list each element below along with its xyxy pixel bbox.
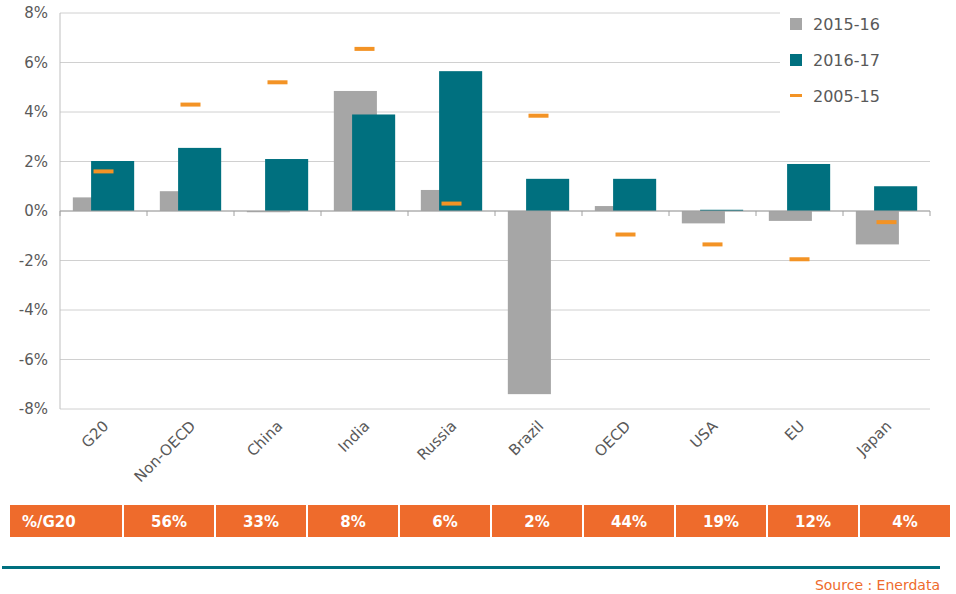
x-tick-label: China: [243, 417, 286, 460]
table-cell: [860, 505, 950, 537]
table-value: 6%: [432, 513, 457, 531]
y-tick-label: -4%: [19, 301, 48, 319]
x-tick: [495, 211, 496, 216]
x-tick: [669, 211, 670, 216]
x-tick: [321, 211, 322, 216]
bar: [613, 179, 656, 211]
bar: [91, 161, 134, 211]
x-tick-label: OECD: [591, 417, 634, 460]
table-cell: [584, 505, 674, 537]
x-tick-label: Japan: [852, 417, 895, 460]
table-cell: [124, 505, 214, 537]
x-tick-label: Non-OECD: [131, 417, 200, 486]
y-tick-label: -2%: [19, 252, 48, 270]
legend-swatch: [790, 18, 802, 30]
bar: [769, 211, 812, 221]
bar: [682, 211, 725, 223]
table-cell: [400, 505, 490, 537]
x-tick: [147, 211, 148, 216]
marker: [442, 202, 462, 206]
y-tick-label: 6%: [24, 54, 48, 72]
table-cell: [768, 505, 858, 537]
bar: [265, 159, 308, 211]
x-tick-label: G20: [78, 417, 112, 451]
y-tick-label: 2%: [24, 153, 48, 171]
table-cell: [676, 505, 766, 537]
legend-bg: [780, 6, 945, 116]
bar: [352, 114, 395, 211]
table-value: 44%: [611, 513, 647, 531]
x-tick-label: Russia: [413, 417, 460, 464]
x-tick: [756, 211, 757, 216]
x-tick-label: USA: [687, 417, 722, 452]
y-tick-label: -8%: [19, 400, 48, 418]
bar: [856, 211, 899, 244]
marker: [616, 233, 636, 237]
x-tick-label: Brazil: [505, 417, 547, 459]
table-cell: [216, 505, 306, 537]
table-cell: [492, 505, 582, 537]
share-table: %/G20 56% 33% 8% 6% 2% 44% 19% 12% 4%: [10, 505, 950, 537]
marker: [268, 80, 288, 84]
x-tick-label: EU: [781, 417, 808, 444]
legend-label: 2015-16: [813, 15, 880, 34]
marker: [181, 103, 201, 107]
marker: [790, 257, 810, 261]
marker: [877, 220, 897, 224]
legend-label: 2016-17: [813, 51, 880, 70]
legend-label: 2005-15: [813, 87, 880, 106]
x-tick-label: India: [335, 417, 374, 456]
table-value: 4%: [892, 513, 917, 531]
table-value: 8%: [340, 513, 365, 531]
grid-line: [60, 359, 930, 360]
bar: [787, 164, 830, 211]
x-tick: [60, 211, 61, 216]
table-value: 19%: [703, 513, 739, 531]
table-header: %/G20: [22, 513, 76, 531]
x-tick: [843, 211, 844, 216]
legend: 2015-16 2016-17 2005-15: [780, 6, 945, 116]
y-tick-label: 8%: [24, 4, 48, 22]
x-tick: [234, 211, 235, 216]
table-value: 33%: [243, 513, 279, 531]
table-cell: [10, 505, 122, 537]
table-value: 12%: [795, 513, 831, 531]
bar: [439, 71, 482, 211]
marker: [94, 169, 114, 173]
footer-rule: [2, 566, 940, 569]
y-tick-label: 0%: [24, 202, 48, 220]
y-tick-label: -6%: [19, 351, 48, 369]
bar: [508, 211, 551, 394]
bar: [874, 186, 917, 211]
y-axis: [60, 13, 61, 409]
marker: [529, 114, 549, 118]
y-tick-label: 4%: [24, 103, 48, 121]
x-tick: [930, 211, 931, 216]
bar: [178, 148, 221, 211]
marker: [355, 47, 375, 51]
legend-swatch: [790, 54, 802, 66]
grid-line: [60, 409, 930, 410]
grid-line: [60, 310, 930, 311]
bar: [526, 179, 569, 211]
table-cell: [308, 505, 398, 537]
table-value: 56%: [151, 513, 187, 531]
marker: [703, 242, 723, 246]
x-tick: [408, 211, 409, 216]
legend-swatch: [790, 94, 802, 97]
chart: -8% -6% -4% -2% 0% 2% 4% 6% 8% G20 Non-OECD China In…: [0, 0, 956, 594]
table-value: 2%: [524, 513, 549, 531]
source: Source : Enerdata: [815, 577, 940, 593]
x-tick: [582, 211, 583, 216]
